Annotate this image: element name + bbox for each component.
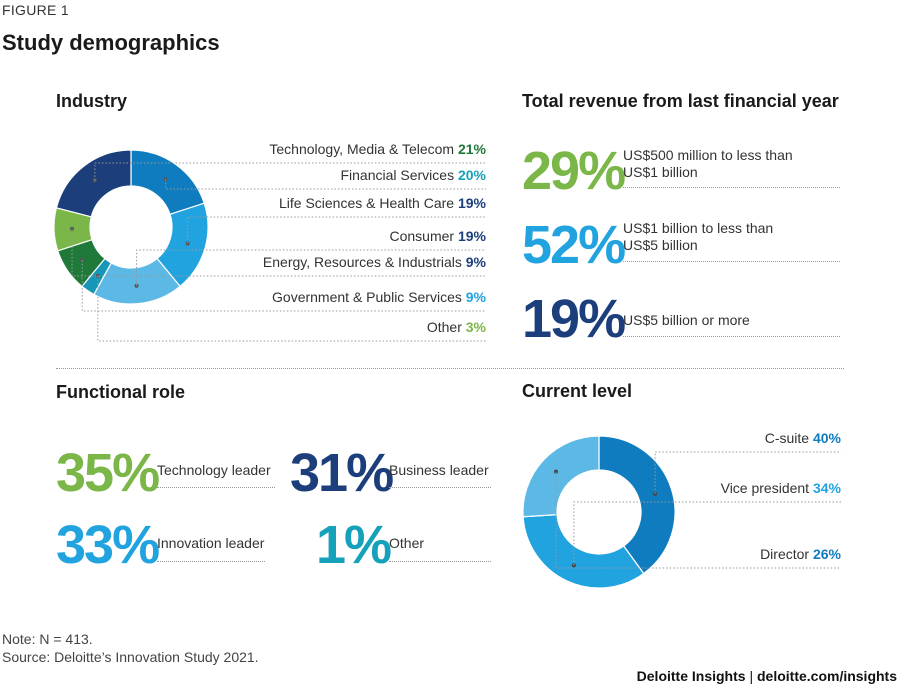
level-slice-c-suite xyxy=(598,435,676,575)
level-label-text: Director xyxy=(760,546,813,562)
industry-leader-line xyxy=(97,275,486,342)
revenue-row-2-desc: US$1 billion to less than US$5 billion xyxy=(623,220,773,254)
revenue-row-1-rule xyxy=(623,187,840,188)
revenue-row-3-rule xyxy=(623,336,840,337)
role-business-label: Business leader xyxy=(389,462,489,478)
role-other-value: 1% xyxy=(316,515,392,575)
level-label-c-suite: C-suite 40% xyxy=(765,430,841,446)
level-slice-director xyxy=(522,435,600,518)
industry-label-text: Financial Services xyxy=(340,167,458,183)
level-label-text: Vice president xyxy=(720,480,813,496)
functional-role-title: Functional role xyxy=(56,382,186,402)
industry-label-value: 20% xyxy=(457,167,486,183)
industry-label-government-public-services: Government & Public Services 9% xyxy=(272,289,486,305)
revenue-row-2-line1: US$1 billion to less than xyxy=(623,220,774,236)
role-technology-label: Technology leader xyxy=(157,462,271,478)
level-slice-vice-president xyxy=(522,514,645,589)
level-leader-line xyxy=(573,501,841,566)
industry-leader-line xyxy=(187,216,486,244)
industry-label-financial-services: Financial Services 20% xyxy=(340,167,486,183)
industry-label-text: Government & Public Services xyxy=(272,289,466,305)
industry-title: Industry xyxy=(56,91,128,111)
industry-label-value: 3% xyxy=(465,319,486,335)
figure-title: Study demographics xyxy=(2,30,220,55)
brand-url: deloitte.com/insights xyxy=(756,668,897,684)
revenue-row-2-line2: US$5 billion xyxy=(623,237,698,253)
industry-label-value: 9% xyxy=(465,254,486,270)
industry-label-consumer: Consumer 19% xyxy=(390,228,487,244)
industry-label-value: 21% xyxy=(457,141,486,157)
role-technology-value: 35% xyxy=(56,443,160,503)
industry-leader-line xyxy=(136,249,486,286)
industry-label-life-sciences-health-care: Life Sciences & Health Care 19% xyxy=(279,195,486,211)
revenue-row-1-line1: US$500 million to less than xyxy=(623,147,793,163)
role-technology-rule xyxy=(157,487,275,488)
level-label-director: Director 26% xyxy=(760,546,841,562)
industry-label-text: Technology, Media & Telecom xyxy=(269,141,458,157)
level-leader-line xyxy=(654,451,841,494)
revenue-row-3-value: 19% xyxy=(522,289,626,349)
brand-footer: Deloitte Insights | deloitte.com/insight… xyxy=(637,668,897,684)
revenue-row-1-value: 29% xyxy=(522,141,626,201)
role-innovation-value: 33% xyxy=(56,515,160,575)
source-text: Source: Deloitte’s Innovation Study 2021… xyxy=(2,649,259,665)
brand-separator: | xyxy=(749,668,754,684)
industry-label-value: 19% xyxy=(457,195,486,211)
level-label-text: C-suite xyxy=(764,430,813,446)
note-text: Note: N = 413. xyxy=(2,631,93,647)
industry-label-text: Consumer xyxy=(389,228,458,244)
role-innovation-rule xyxy=(157,561,265,562)
industry-label-energy-resources-industrials: Energy, Resources & Industrials 9% xyxy=(263,254,486,270)
revenue-row-1-desc: US$500 million to less than US$1 billion xyxy=(623,147,793,181)
section-divider xyxy=(56,368,844,369)
industry-label-text: Energy, Resources & Industrials xyxy=(262,254,466,270)
industry-label-value: 9% xyxy=(465,289,486,305)
role-other-label: Other xyxy=(389,535,425,551)
level-label-vice-president: Vice president 34% xyxy=(721,480,841,496)
revenue-row-2-value: 52% xyxy=(522,215,626,275)
figure-label: FIGURE 1 xyxy=(2,2,69,18)
level-label-value: 34% xyxy=(812,480,841,496)
industry-label-value: 19% xyxy=(457,228,486,244)
revenue-row-3-desc: US$5 billion or more xyxy=(623,312,750,328)
brand-name: Deloitte Insights xyxy=(636,668,746,684)
industry-leader-line xyxy=(71,228,486,277)
industry-label-other: Other 3% xyxy=(427,319,486,335)
current-level-title: Current level xyxy=(522,381,633,401)
level-leader-line xyxy=(555,471,841,569)
role-other-rule xyxy=(389,561,491,562)
level-label-value: 26% xyxy=(812,546,841,562)
revenue-row-1-line2: US$1 billion xyxy=(623,164,698,180)
industry-slice-financial-services xyxy=(130,149,205,216)
industry-slice-technology-media-telecom xyxy=(55,149,132,218)
industry-label-technology-media-telecom: Technology, Media & Telecom 21% xyxy=(269,141,486,157)
industry-label-text: Life Sciences & Health Care xyxy=(278,195,458,211)
role-business-value: 31% xyxy=(290,443,394,503)
role-business-rule xyxy=(389,487,491,488)
revenue-title: Total revenue from last financial year xyxy=(522,91,839,111)
role-innovation-label: Innovation leader xyxy=(157,535,265,551)
revenue-row-2-rule xyxy=(623,261,840,262)
level-label-value: 40% xyxy=(812,430,841,446)
industry-label-text: Other xyxy=(426,319,466,335)
